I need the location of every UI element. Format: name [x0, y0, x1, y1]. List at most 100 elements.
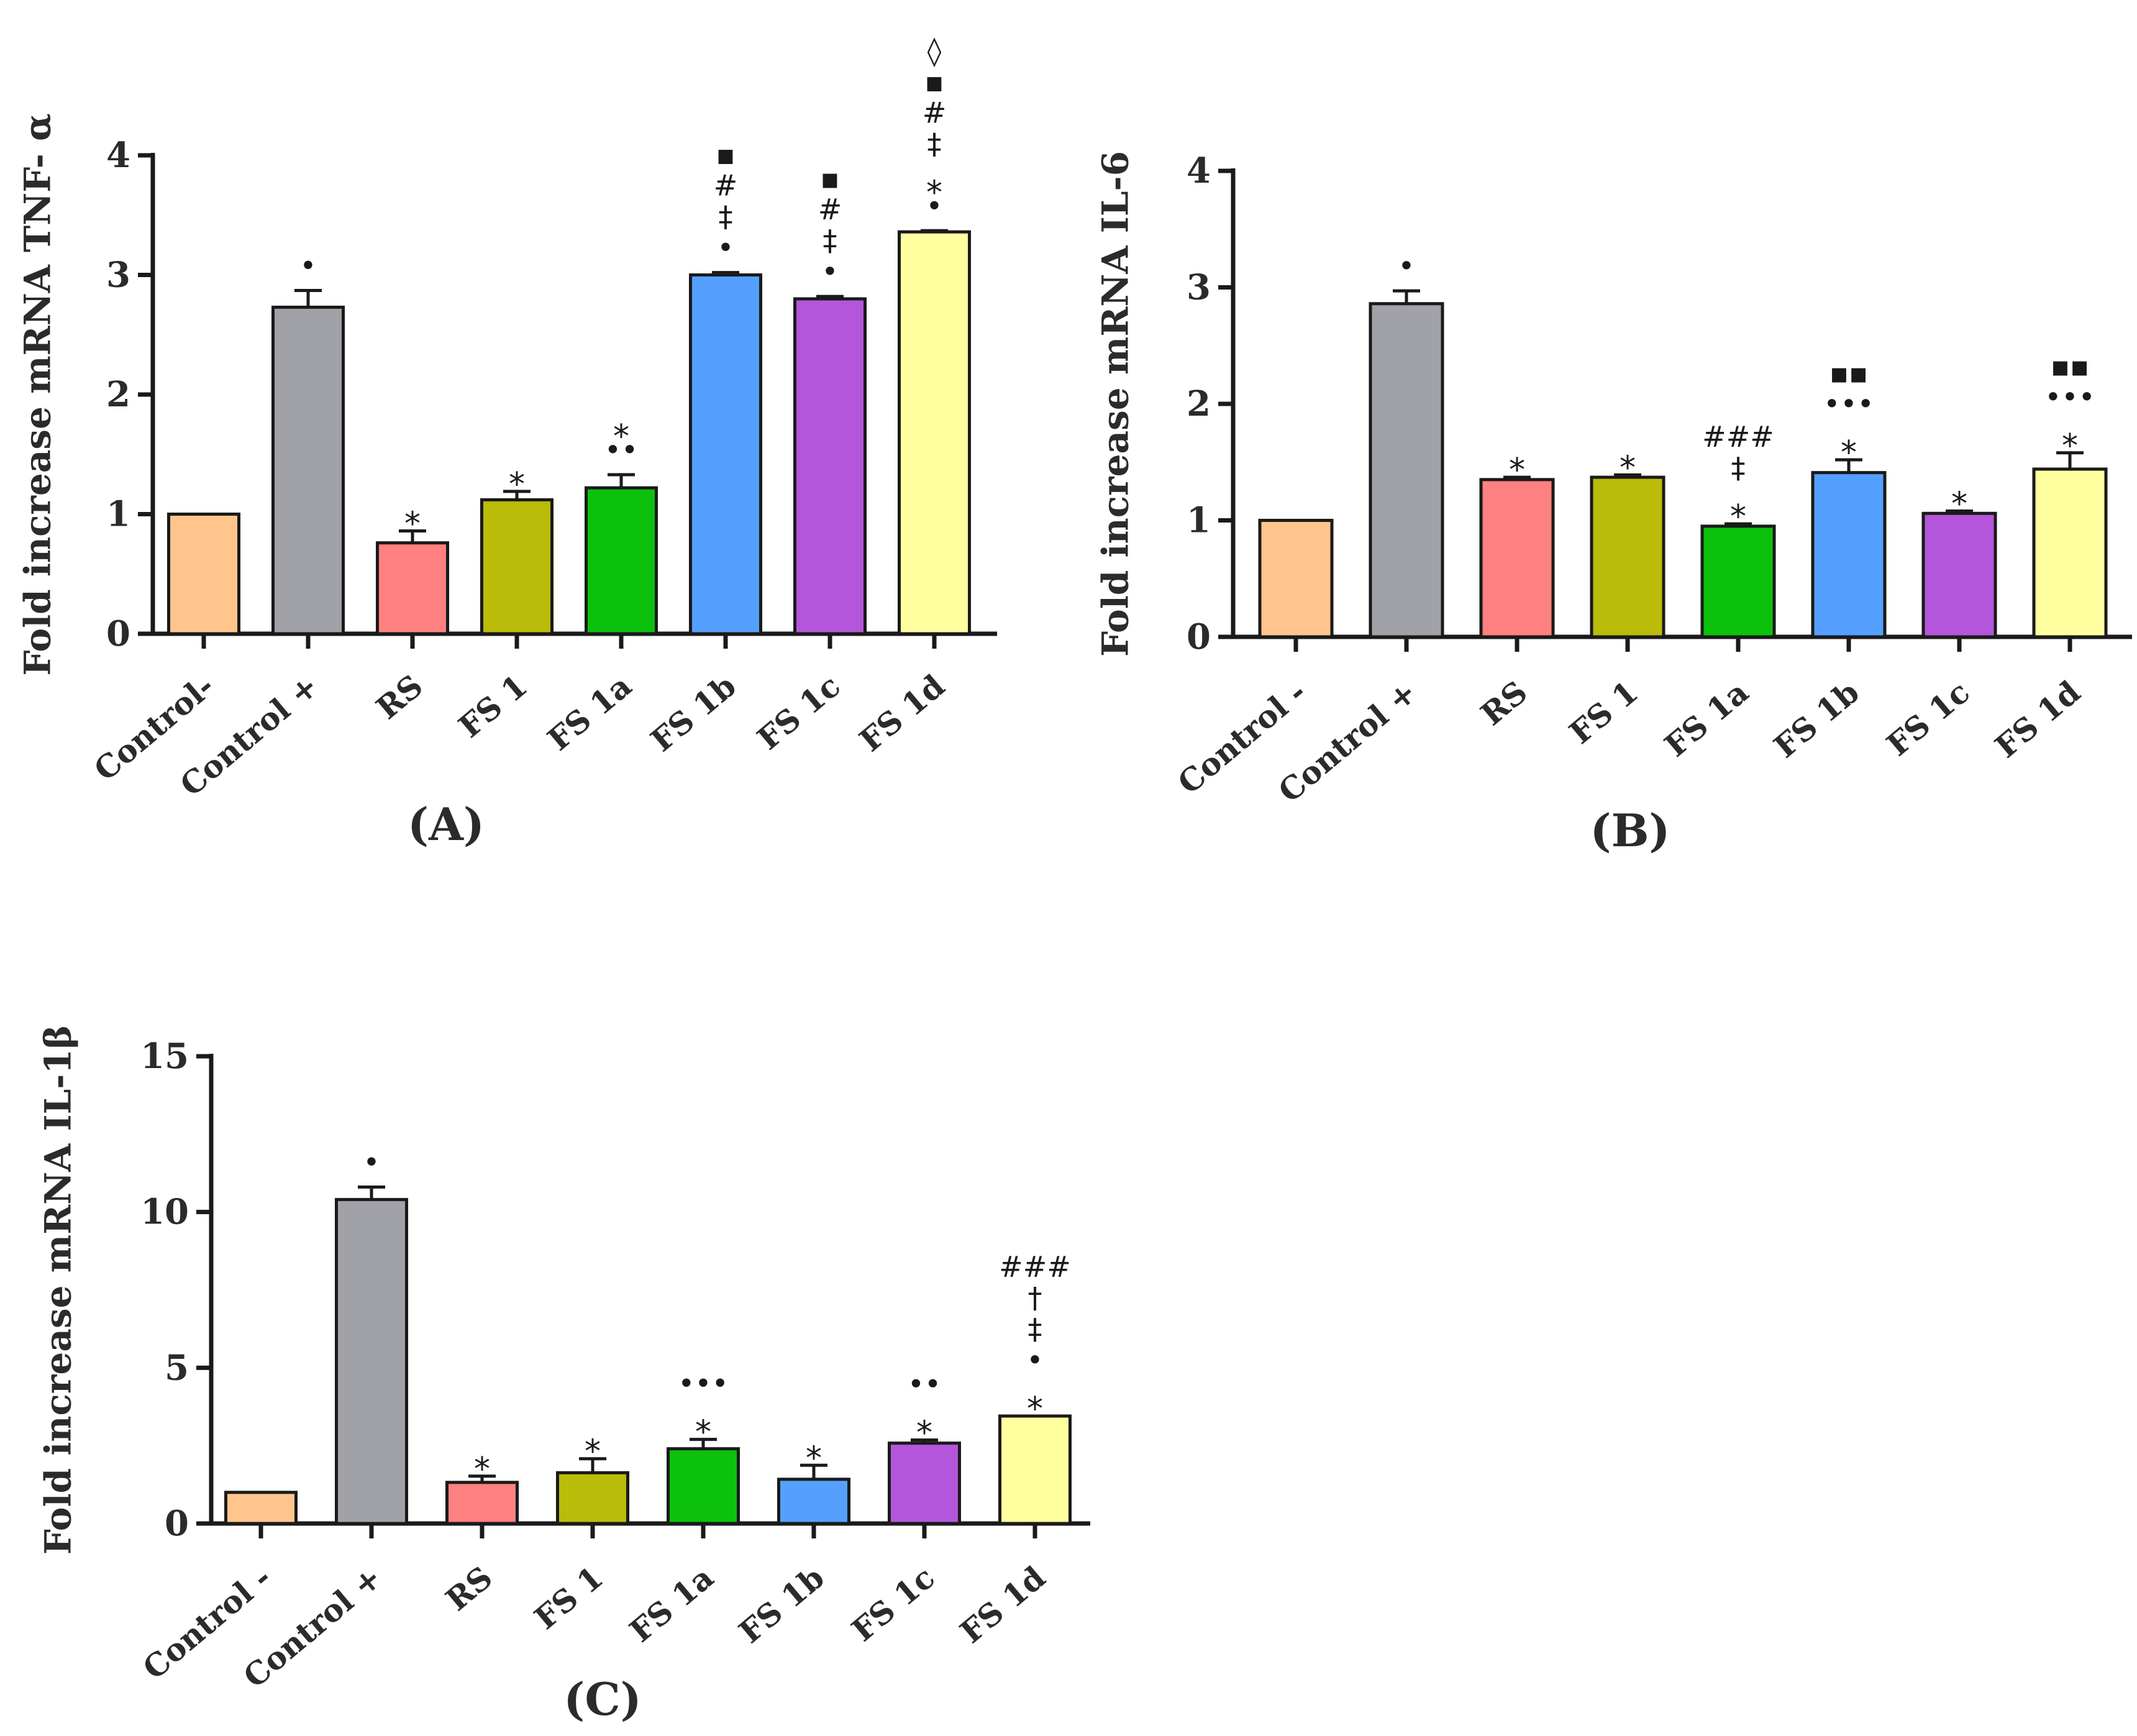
significance-mark: * — [1841, 434, 1857, 472]
y-tick-label: 3 — [1187, 267, 1211, 308]
significance-mark: * — [1027, 1391, 1043, 1428]
y-tick-label: 4 — [106, 135, 130, 176]
significance-mark: •• — [604, 433, 638, 467]
significance-mark: ▪ — [820, 162, 839, 195]
category-label: FS 1 — [527, 1559, 610, 1637]
bar — [1369, 302, 1444, 639]
category-label: FS 1d — [852, 667, 952, 759]
significance-mark: ‡ — [1731, 451, 1746, 485]
significance-mark: • — [1398, 249, 1415, 283]
category-label: FS 1a — [540, 667, 639, 758]
y-tick-label: 0 — [1187, 616, 1211, 657]
category-label: FS 1a — [622, 1559, 721, 1650]
significance-mark: * — [1509, 452, 1525, 489]
significance-mark: # — [923, 96, 947, 129]
y-tick-label: 2 — [1187, 383, 1211, 424]
bar — [793, 297, 867, 636]
significance-mark: ••• — [678, 1367, 728, 1400]
significance-mark: * — [613, 418, 629, 455]
significance-mark: ▪▪ — [1829, 356, 1868, 390]
category-label: FS 1c — [1880, 674, 1977, 763]
bar — [556, 1471, 629, 1525]
significance-mark: ▪ — [716, 138, 735, 171]
significance-mark: * — [926, 174, 942, 211]
significance-mark: ◊ — [927, 34, 942, 67]
significance-mark: † — [1028, 1281, 1042, 1315]
bar — [585, 486, 658, 636]
bar — [689, 273, 762, 636]
significance-mark: * — [806, 1440, 822, 1477]
bar — [1921, 511, 1997, 639]
bar — [376, 541, 449, 636]
y-axis-label: Fold increase mRNA TNF- α — [16, 113, 58, 675]
category-label: FS 1b — [732, 1559, 831, 1650]
significance-mark: # — [714, 169, 738, 203]
category-label: FS 1b — [1767, 674, 1866, 765]
y-tick-label: 10 — [140, 1192, 189, 1233]
y-axis-label: Fold increase mRNA IL-1β — [37, 1025, 79, 1555]
y-tick-label: 3 — [106, 255, 130, 296]
category-label: FS 1 — [1562, 674, 1645, 751]
significance-mark: ‡ — [1028, 1312, 1042, 1346]
significance-mark: • — [717, 231, 734, 265]
significance-mark: • — [821, 255, 838, 288]
category-label: FS 1c — [750, 667, 847, 757]
bar — [445, 1481, 519, 1525]
significance-mark: •• — [908, 1368, 941, 1401]
significance-mark: ### — [1702, 420, 1774, 454]
significance-mark: * — [474, 1451, 490, 1488]
bar — [998, 1414, 1072, 1525]
category-label: FS 1d — [953, 1559, 1052, 1650]
bar — [1700, 524, 1776, 639]
significance-mark: ‡ — [719, 200, 733, 234]
significance-mark: * — [1620, 449, 1636, 487]
bar — [898, 230, 971, 636]
category-label: FS 1d — [1988, 674, 2087, 765]
significance-mark: * — [585, 1433, 601, 1471]
y-tick-label: 15 — [140, 1036, 189, 1077]
bar — [224, 1491, 298, 1525]
bar — [1479, 478, 1555, 639]
bar — [167, 513, 240, 636]
panel-label: (B) — [1590, 804, 1670, 857]
significance-mark: ▪▪ — [2051, 349, 2089, 383]
y-tick-label: 2 — [106, 374, 130, 415]
y-tick-label: 0 — [165, 1503, 189, 1544]
bar — [1811, 471, 1887, 639]
y-tick-label: 1 — [106, 494, 130, 535]
y-axis-label: Fold increase mRNA IL-6 — [1094, 151, 1136, 657]
significance-mark: • — [299, 249, 316, 283]
significance-mark: * — [695, 1414, 711, 1451]
significance-mark: * — [2062, 427, 2078, 465]
category-label: RS — [1474, 674, 1534, 733]
bar — [1258, 519, 1334, 639]
y-tick-label: 5 — [165, 1347, 189, 1388]
significance-mark: * — [1951, 486, 1967, 523]
bar — [777, 1478, 850, 1525]
significance-mark: * — [1730, 498, 1746, 536]
y-tick-label: 4 — [1187, 150, 1211, 191]
significance-mark: ▪ — [924, 65, 944, 98]
bar — [2032, 467, 2108, 639]
significance-mark: * — [404, 505, 421, 542]
category-label: FS 1a — [1657, 674, 1756, 764]
significance-mark: ••• — [2044, 380, 2095, 414]
panel-label: (A) — [408, 798, 485, 851]
significance-mark: • — [1026, 1343, 1043, 1377]
significance-mark: # — [818, 193, 842, 226]
significance-mark: * — [509, 466, 525, 503]
significance-mark: ‡ — [927, 127, 942, 160]
panel-label: (C) — [563, 1673, 641, 1725]
bar — [1590, 475, 1665, 639]
significance-mark: • — [926, 189, 942, 222]
significance-mark: ••• — [1823, 387, 1874, 421]
bar — [667, 1447, 740, 1525]
y-tick-label: 1 — [1187, 500, 1211, 541]
significance-mark: ‡ — [823, 224, 837, 257]
y-tick-label: 0 — [106, 613, 130, 654]
bar — [480, 498, 554, 636]
